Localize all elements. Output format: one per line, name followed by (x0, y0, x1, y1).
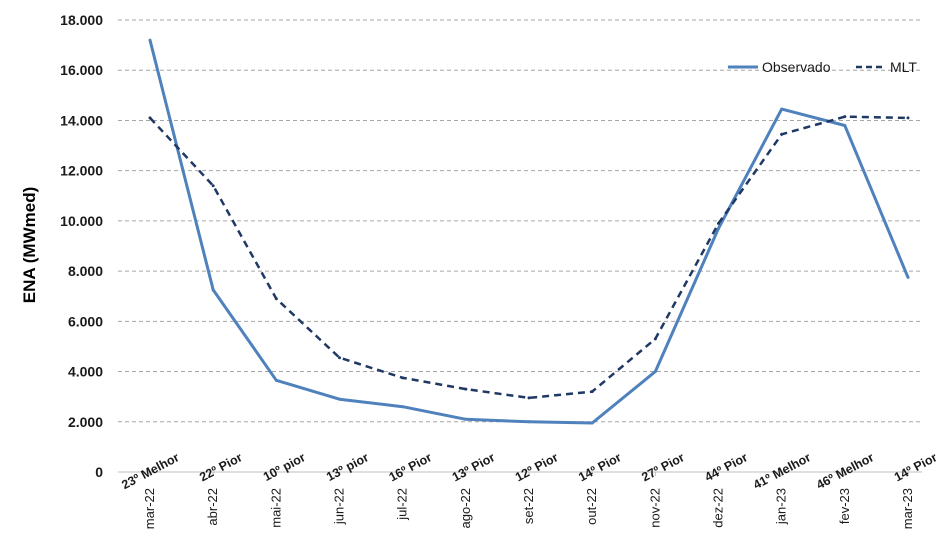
data-point-mlt (780, 132, 784, 136)
rank-label: 23º Melhor (119, 450, 181, 492)
y-tick-label: 6.000 (68, 313, 103, 329)
x-tick-label: out-22 (584, 488, 599, 525)
y-tick-label: 8.000 (68, 263, 103, 279)
data-point-mlt (653, 337, 657, 341)
legend-label-mlt: MLT (890, 59, 917, 75)
data-point-mlt (274, 297, 278, 301)
y-tick-label: 4.000 (68, 364, 103, 380)
rank-label: 41º Melhor (751, 450, 813, 492)
data-point-observado (148, 38, 152, 42)
x-tick-label: ago-22 (458, 488, 473, 528)
data-point-observado (274, 378, 278, 382)
y-tick-label: 10.000 (60, 213, 103, 229)
data-point-mlt (148, 116, 152, 120)
data-point-mlt (906, 116, 910, 120)
x-tick-label: abr-22 (205, 488, 220, 526)
data-point-observado (780, 107, 784, 111)
data-point-observado (464, 417, 468, 421)
data-point-mlt (464, 387, 468, 391)
rank-label: 27º Pior (639, 450, 687, 484)
data-point-observado (717, 226, 720, 230)
data-point-mlt (338, 356, 341, 360)
rank-label: 22º Pior (197, 450, 245, 484)
y-tick-label: 14.000 (60, 112, 103, 128)
data-point-observado (653, 370, 657, 374)
y-axis-label: ENA (MWmed) (20, 187, 39, 303)
series-line-observado (148, 39, 910, 425)
series-layer (148, 38, 910, 425)
y-axis: 0 2.000 4.000 6.000 8.000 10.000 12.000 14.000 1… (60, 12, 103, 480)
x-tick-label: mar-23 (900, 488, 915, 529)
data-point-mlt (211, 184, 215, 188)
data-point-mlt (843, 115, 847, 119)
legend-label-observado: Observado (762, 59, 831, 75)
rank-label: 44º Pior (702, 450, 750, 484)
data-point-observado (843, 123, 847, 127)
grid-lines (118, 19, 922, 423)
data-point-observado (590, 421, 594, 425)
x-tick-label: fev-23 (837, 488, 852, 524)
rank-label: 10º pior (261, 450, 308, 484)
x-tick-label: set-22 (521, 488, 536, 524)
y-tick-label: 2.000 (68, 414, 103, 430)
rank-label: 12º Pior (513, 450, 561, 484)
y-tick-label: 18.000 (60, 12, 103, 28)
data-point-observado (211, 288, 215, 292)
data-point-mlt (401, 376, 405, 380)
data-point-mlt (527, 396, 531, 400)
legend: Observado MLT (728, 59, 917, 75)
x-tick-label: jul-22 (395, 488, 410, 521)
rank-label: 14º Pior (576, 450, 624, 484)
data-point-observado (906, 275, 910, 279)
rank-label: 13º pior (324, 450, 371, 484)
data-point-observado (401, 405, 405, 409)
data-point-observado (338, 397, 341, 401)
x-tick-label: jan-23 (774, 488, 789, 525)
rank-label: 16º Pior (387, 450, 435, 484)
x-tick-label: jun-22 (332, 488, 347, 525)
x-tick-label: mai-22 (268, 488, 283, 528)
rank-label: 13º Pior (450, 450, 498, 484)
x-tick-label: mar-22 (142, 488, 157, 529)
y-tick-label: 0 (95, 464, 103, 480)
data-point-observado (527, 420, 531, 424)
x-tick-label: nov-22 (647, 488, 662, 528)
data-point-mlt (717, 221, 720, 225)
data-point-mlt (590, 390, 594, 394)
series-line-mlt (149, 115, 909, 400)
rank-label: 46º Melhor (814, 450, 876, 492)
rank-label: 14º Pior (892, 450, 940, 484)
x-tick-label: dez-22 (711, 488, 726, 528)
y-tick-label: 16.000 (60, 62, 103, 78)
y-tick-label: 12.000 (60, 163, 103, 179)
